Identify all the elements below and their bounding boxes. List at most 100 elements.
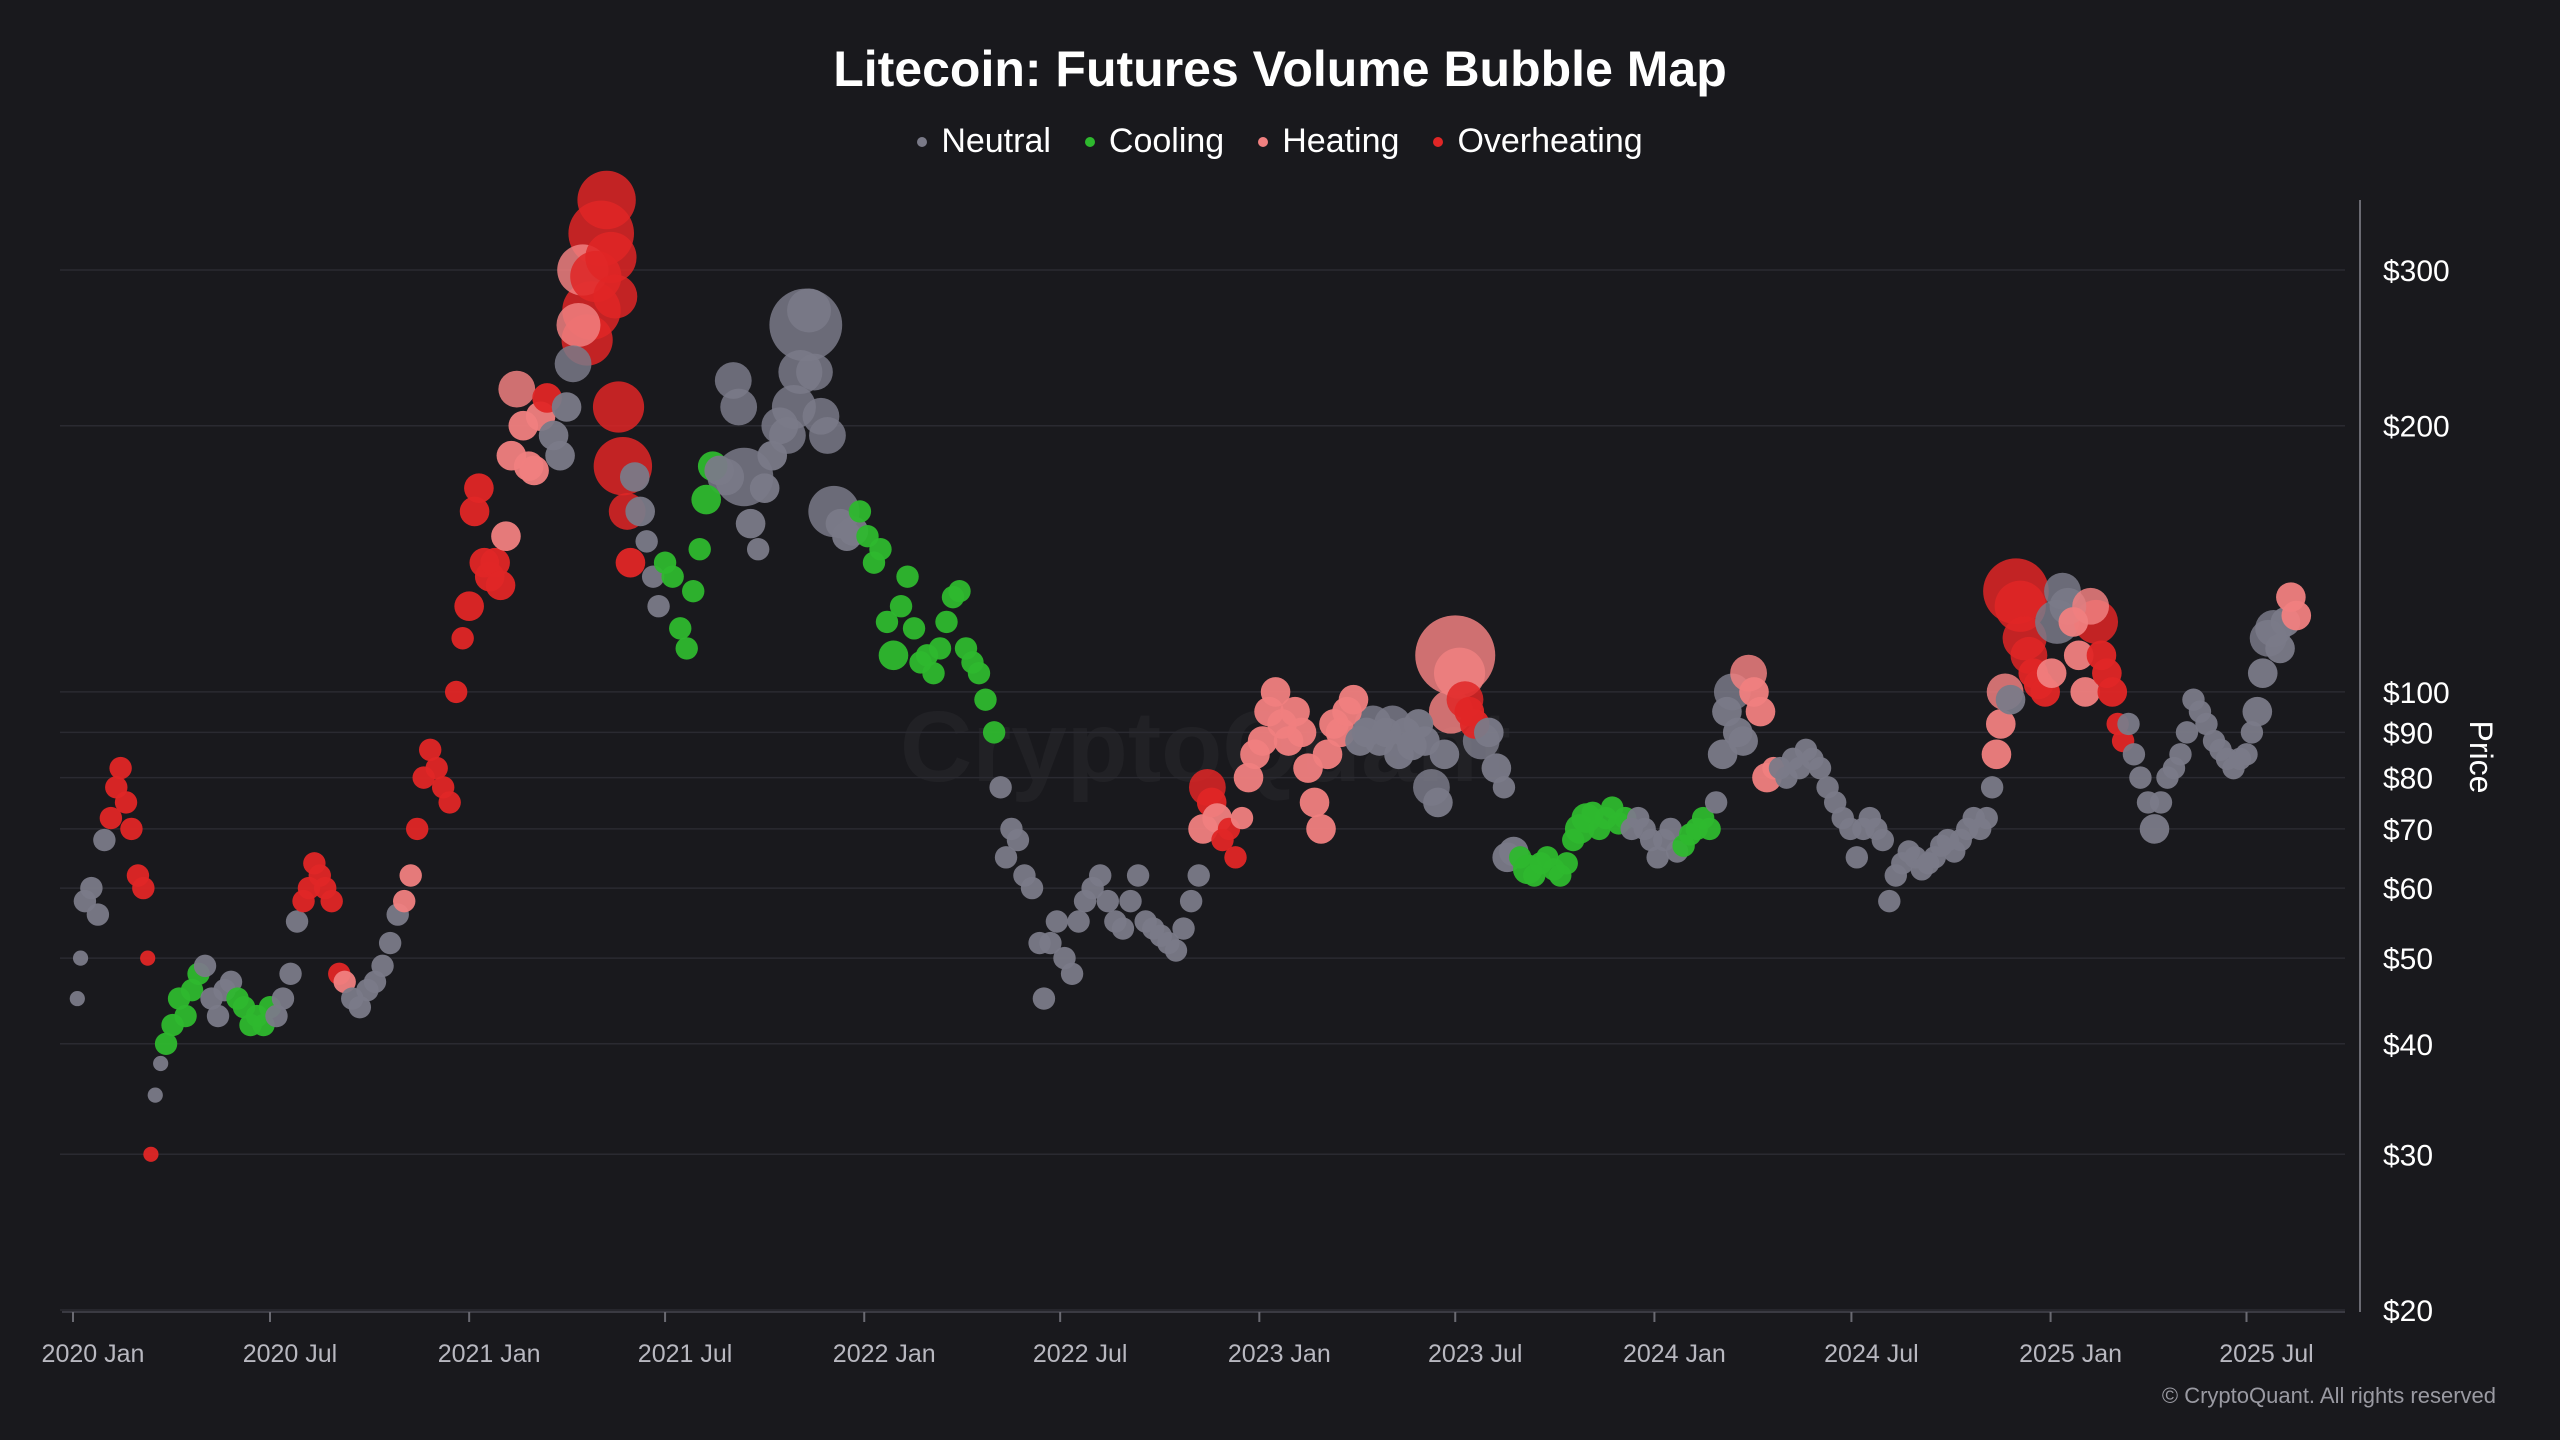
- bubble-neutral[interactable]: [1096, 889, 1119, 913]
- bubble-neutral[interactable]: [704, 455, 734, 486]
- bubble-cooling[interactable]: [875, 610, 899, 634]
- bubble-neutral[interactable]: [1728, 726, 1758, 756]
- bubble-overheating[interactable]: [109, 756, 132, 780]
- bubble-heating[interactable]: [1247, 726, 1278, 756]
- legend-item-neutral[interactable]: Neutral: [917, 122, 1051, 161]
- bubble-neutral[interactable]: [1039, 931, 1062, 955]
- bubble-overheating[interactable]: [585, 231, 637, 284]
- bubble-heating[interactable]: [1985, 709, 2016, 739]
- bubble-neutral[interactable]: [1980, 776, 2004, 799]
- bubble-heating[interactable]: [2063, 640, 2094, 671]
- bubble-neutral[interactable]: [271, 987, 295, 1010]
- bubble-neutral[interactable]: [1032, 987, 1056, 1010]
- bubble-overheating[interactable]: [140, 950, 156, 966]
- bubble-heating[interactable]: [1260, 677, 1291, 707]
- bubble-cooling[interactable]: [967, 661, 991, 685]
- bubble-neutral[interactable]: [1878, 889, 1901, 913]
- bubble-neutral[interactable]: [93, 828, 116, 852]
- bubble-neutral[interactable]: [265, 1004, 288, 1028]
- bubble-heating[interactable]: [498, 370, 536, 408]
- bubble-neutral[interactable]: [1089, 864, 1112, 887]
- bubble-neutral[interactable]: [1995, 684, 2026, 715]
- bubble-cooling[interactable]: [154, 1032, 178, 1056]
- bubble-overheating[interactable]: [1224, 846, 1247, 869]
- bubble-heating[interactable]: [333, 970, 356, 994]
- bubble-overheating[interactable]: [99, 806, 123, 830]
- bubble-neutral[interactable]: [1474, 717, 1504, 748]
- bubble-neutral[interactable]: [285, 910, 309, 933]
- bubble-heating[interactable]: [491, 521, 521, 552]
- bubble-heating[interactable]: [1338, 684, 1369, 715]
- bubble-overheating[interactable]: [418, 738, 442, 762]
- bubble-cooling[interactable]: [902, 617, 926, 640]
- bubble-overheating[interactable]: [615, 547, 646, 578]
- bubble-neutral[interactable]: [1067, 910, 1090, 933]
- bubble-heating[interactable]: [1745, 696, 1776, 727]
- bubble-cooling[interactable]: [896, 565, 919, 588]
- bubble-cooling[interactable]: [675, 637, 698, 660]
- bubble-heating[interactable]: [393, 889, 416, 913]
- bubble-neutral[interactable]: [2129, 766, 2152, 789]
- bubble-neutral[interactable]: [69, 990, 85, 1007]
- bubble-neutral[interactable]: [757, 440, 788, 471]
- bubble-cooling[interactable]: [848, 500, 872, 523]
- bubble-cooling[interactable]: [1698, 817, 1721, 841]
- bubble-cooling[interactable]: [878, 640, 909, 671]
- bubble-neutral[interactable]: [989, 776, 1012, 799]
- bubble-overheating[interactable]: [143, 1146, 159, 1162]
- bubble-neutral[interactable]: [1659, 817, 1682, 841]
- bubble-neutral[interactable]: [371, 954, 394, 978]
- bubble-cooling[interactable]: [688, 538, 711, 561]
- bubble-overheating[interactable]: [454, 591, 484, 622]
- bubble-overheating[interactable]: [592, 381, 645, 433]
- bubble-neutral[interactable]: [86, 903, 110, 926]
- bubble-overheating[interactable]: [485, 570, 516, 601]
- bubble-heating[interactable]: [2036, 658, 2067, 688]
- bubble-neutral[interactable]: [1111, 917, 1135, 940]
- bubble-heating[interactable]: [1233, 762, 1264, 793]
- bubble-heating[interactable]: [399, 864, 422, 887]
- bubble-neutral[interactable]: [1975, 806, 1998, 830]
- bubble-heating[interactable]: [556, 302, 601, 347]
- bubble-heating[interactable]: [1230, 806, 1254, 830]
- bubble-neutral[interactable]: [2247, 658, 2278, 688]
- bubble-neutral[interactable]: [1187, 864, 1210, 887]
- bubble-neutral[interactable]: [2265, 633, 2295, 664]
- bubble-neutral[interactable]: [749, 473, 780, 503]
- bubble-neutral[interactable]: [1164, 939, 1188, 962]
- bubble-neutral[interactable]: [2149, 791, 2173, 814]
- bubble-neutral[interactable]: [1119, 889, 1142, 913]
- bubble-neutral[interactable]: [635, 530, 658, 553]
- bubble-heating[interactable]: [1312, 739, 1343, 770]
- bubble-cooling[interactable]: [691, 484, 722, 515]
- bubble-neutral[interactable]: [348, 996, 372, 1019]
- legend-item-heating[interactable]: Heating: [1258, 122, 1399, 161]
- bubble-neutral[interactable]: [279, 962, 302, 985]
- bubble-neutral[interactable]: [147, 1087, 163, 1103]
- bubble-heating[interactable]: [519, 455, 549, 486]
- bubble-neutral[interactable]: [2240, 721, 2264, 744]
- bubble-cooling[interactable]: [682, 579, 705, 603]
- bubble-cooling[interactable]: [1508, 846, 1532, 869]
- bubble-cooling[interactable]: [982, 721, 1006, 744]
- bubble-neutral[interactable]: [2139, 814, 2170, 844]
- bubble-cooling[interactable]: [928, 637, 952, 660]
- bubble-overheating[interactable]: [120, 817, 143, 841]
- bubble-cooling[interactable]: [948, 579, 971, 603]
- bubble-neutral[interactable]: [2122, 743, 2146, 766]
- bubble-neutral[interactable]: [545, 440, 575, 471]
- bubble-overheating[interactable]: [114, 791, 138, 814]
- bubble-neutral[interactable]: [787, 288, 832, 333]
- bubble-overheating[interactable]: [451, 627, 474, 650]
- bubble-overheating[interactable]: [593, 274, 638, 319]
- bubble-overheating[interactable]: [406, 817, 429, 841]
- bubble-neutral[interactable]: [1045, 910, 1069, 933]
- bubble-neutral[interactable]: [2242, 696, 2273, 727]
- bubble-neutral[interactable]: [206, 1004, 230, 1028]
- bubble-overheating[interactable]: [2097, 677, 2128, 707]
- bubble-neutral[interactable]: [1704, 791, 1728, 814]
- bubble-neutral[interactable]: [746, 538, 770, 561]
- legend-item-cooling[interactable]: Cooling: [1084, 122, 1224, 161]
- bubble-heating[interactable]: [2058, 607, 2089, 637]
- bubble-neutral[interactable]: [1481, 753, 1512, 783]
